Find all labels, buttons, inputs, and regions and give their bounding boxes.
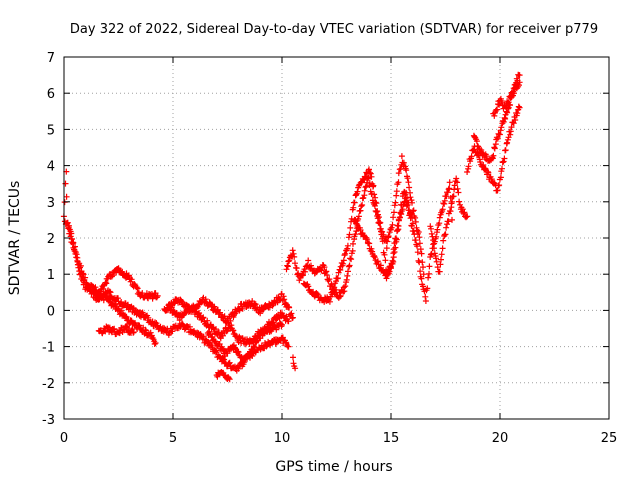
data-track-10 [300,153,427,305]
y-tick-label: 6 [47,87,55,102]
data-track-5 [161,290,296,327]
y-tick-labels: -3 -2 -1 0 1 2 3 4 5 6 7 [42,51,55,428]
x-tick-labels: 0 5 10 15 20 25 [60,431,617,446]
data-track-13 [464,103,523,194]
data-points [60,71,523,383]
x-tick-label: 5 [169,431,177,446]
y-tick-label: 3 [47,196,55,211]
data-track-11 [351,189,416,282]
data-track-6 [204,328,292,366]
data-track-3 [91,288,159,347]
y-tick-label: 2 [47,232,55,247]
series-0 [60,71,523,383]
y-tick-label: -3 [42,413,55,428]
x-tick-label: 25 [601,431,618,446]
x-tick-label: 15 [383,431,400,446]
y-tick-label: -1 [42,341,55,356]
x-axis-title: GPS time / hours [275,459,392,475]
data-track-7 [213,369,233,383]
chart-title: Day 322 of 2022, Sidereal Day-to-day VTE… [70,22,598,37]
x-tick-label: 0 [60,431,68,446]
x-tick-label: 20 [492,431,509,446]
x-tick-label: 10 [274,431,291,446]
y-tick-label: 7 [47,51,55,66]
data-track-15 [490,71,523,119]
grid-lines [64,57,609,419]
y-tick-label: -2 [42,377,55,392]
data-track-14 [470,79,523,164]
data-track-12 [427,175,471,275]
y-tick-label: 1 [47,268,55,283]
axis-ticks [63,56,610,420]
data-track-8 [290,354,299,372]
y-tick-label: 4 [47,160,55,175]
y-tick-label: 0 [47,304,55,319]
y-tick-label: 5 [47,123,55,138]
y-axis-title: SDTVAR / TECUs [7,181,23,296]
data-track-2 [95,323,137,338]
